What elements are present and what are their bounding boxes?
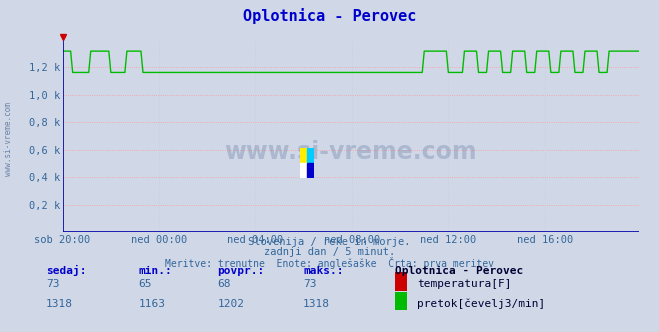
Text: povpr.:: povpr.:: [217, 266, 265, 276]
Text: 1202: 1202: [217, 299, 244, 309]
Text: Meritve: trenutne  Enote: anglešaške  Črta: prva meritev: Meritve: trenutne Enote: anglešaške Črta…: [165, 257, 494, 269]
Text: 1163: 1163: [138, 299, 165, 309]
Text: 68: 68: [217, 279, 231, 289]
Text: 1318: 1318: [46, 299, 73, 309]
Text: temperatura[F]: temperatura[F]: [417, 279, 511, 289]
Text: 1318: 1318: [303, 299, 330, 309]
Text: sedaj:: sedaj:: [46, 265, 86, 276]
Bar: [300, 163, 307, 178]
Text: Oplotnica - Perovec: Oplotnica - Perovec: [395, 266, 524, 276]
Bar: [307, 163, 314, 178]
Text: 73: 73: [303, 279, 316, 289]
Text: www.si-vreme.com: www.si-vreme.com: [225, 139, 477, 164]
Text: maks.:: maks.:: [303, 266, 343, 276]
Text: www.si-vreme.com: www.si-vreme.com: [4, 103, 13, 176]
Text: pretok[čevelj3/min]: pretok[čevelj3/min]: [417, 298, 546, 309]
Bar: [300, 148, 307, 163]
Text: 73: 73: [46, 279, 59, 289]
Text: Oplotnica - Perovec: Oplotnica - Perovec: [243, 8, 416, 24]
Text: min.:: min.:: [138, 266, 172, 276]
Text: zadnji dan / 5 minut.: zadnji dan / 5 minut.: [264, 247, 395, 257]
Text: 65: 65: [138, 279, 152, 289]
Text: Slovenija / reke in morje.: Slovenija / reke in morje.: [248, 237, 411, 247]
Bar: [307, 148, 314, 163]
